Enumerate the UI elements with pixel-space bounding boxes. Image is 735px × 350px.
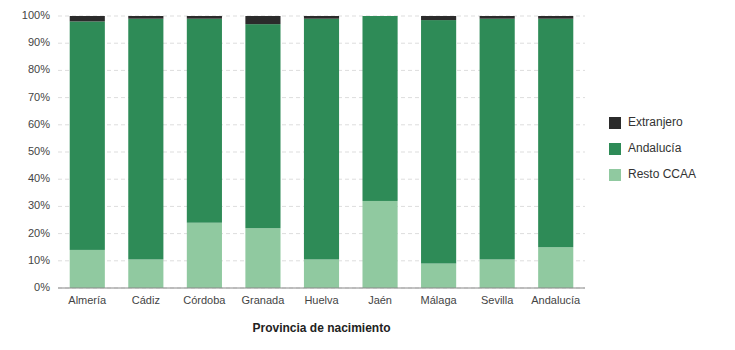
bar-segment: [187, 19, 222, 223]
bar-segment: [245, 24, 280, 228]
bar-segment: [187, 223, 222, 288]
x-tick-label: Málaga: [421, 294, 458, 306]
y-tick-label: 40%: [28, 172, 50, 184]
x-tick-label: Cádiz: [132, 294, 160, 306]
x-tick-label: Córdoba: [183, 294, 226, 306]
bar-segment: [362, 16, 397, 201]
bar-segment: [480, 19, 515, 260]
legend-swatch: [609, 117, 621, 129]
grid-line: [58, 288, 585, 289]
bars: [70, 16, 574, 288]
bar-segment: [70, 250, 105, 288]
bar-segment: [304, 19, 339, 260]
y-tick-label: 100%: [22, 9, 50, 21]
bar-segment: [245, 16, 280, 24]
bar-segment: [304, 259, 339, 288]
legend-label: Resto CCAA: [628, 167, 696, 181]
x-tick-label: Granada: [242, 294, 286, 306]
x-tick-label: Huelva: [304, 294, 339, 306]
series-bars: [70, 16, 574, 264]
y-tick-label: 80%: [28, 63, 50, 75]
bar-segment: [128, 16, 163, 19]
y-tick-label: 20%: [28, 227, 50, 239]
bar-segment: [362, 16, 397, 17]
bar-segment: [128, 259, 163, 288]
x-tick-label: Almería: [68, 294, 107, 306]
chart-svg: 0% 10% 20% 30% 40% 50% 60% 70% 80% 90% 100% Almería…: [0, 0, 735, 350]
bar-segment: [187, 16, 222, 19]
x-axis-label: Provincia de nacimiento: [252, 321, 390, 335]
y-tick-label: 10%: [28, 254, 50, 266]
bar-segment: [245, 228, 280, 288]
y-tick-label: 50%: [28, 145, 50, 157]
bar-segment: [421, 264, 456, 288]
bar-segment: [538, 16, 573, 19]
y-tick-label: 90%: [28, 36, 50, 48]
chart-container: 0% 10% 20% 30% 40% 50% 60% 70% 80% 90% 100% Almería…: [0, 0, 735, 350]
bar-segment: [128, 19, 163, 260]
legend: Extranjero Andalucía Resto CCAA: [609, 115, 696, 181]
y-tick-label: 70%: [28, 91, 50, 103]
bar-segment: [362, 201, 397, 288]
legend-swatch: [609, 169, 621, 181]
bar-segment: [538, 247, 573, 288]
y-tick-label: 60%: [28, 118, 50, 130]
y-tick-label: 30%: [28, 199, 50, 211]
bar-segment: [480, 259, 515, 288]
legend-swatch: [609, 143, 621, 155]
y-tick-label: 0%: [34, 281, 50, 293]
x-axis-line: [58, 288, 585, 289]
legend-label: Extranjero: [628, 115, 683, 129]
series-bars: [70, 16, 574, 24]
x-tick-label: Andalucía: [531, 294, 581, 306]
bar-segment: [70, 21, 105, 249]
x-tick-label: Jaén: [368, 294, 392, 306]
bar-segment: [70, 16, 105, 21]
bar-segment: [304, 16, 339, 19]
bar-segment: [480, 16, 515, 19]
y-tick-labels: 0% 10% 20% 30% 40% 50% 60% 70% 80% 90% 100%: [22, 9, 50, 293]
bar-segment: [538, 19, 573, 247]
x-axis: Almería Cádiz Córdoba Granada Huelva Jaén Mála…: [58, 288, 585, 306]
bar-segment: [421, 20, 456, 263]
x-tick-label: Sevilla: [481, 294, 514, 306]
bar-segment: [421, 16, 456, 20]
legend-label: Andalucía: [628, 141, 682, 155]
y-grid: [58, 16, 585, 288]
